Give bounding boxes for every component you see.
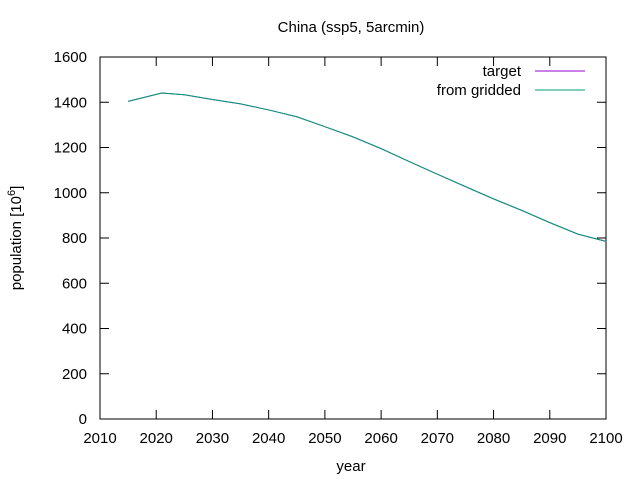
y-tick-label: 200 bbox=[62, 366, 87, 383]
y-axis-label: population [106] bbox=[6, 186, 25, 291]
plot-frame bbox=[99, 56, 607, 420]
y-tick-label: 1000 bbox=[54, 185, 87, 202]
x-tick-label: 2080 bbox=[477, 430, 510, 447]
x-axis-ticks: 2010 2020 2030 2040 2050 2060 2070 2080 2090 2100 bbox=[83, 57, 623, 447]
series-lines bbox=[127, 92, 607, 242]
x-tick-label: 2020 bbox=[140, 430, 173, 447]
y-tick-label: 400 bbox=[62, 321, 87, 338]
x-tick-label: 2060 bbox=[364, 430, 397, 447]
y-tick-label: 800 bbox=[62, 230, 87, 247]
x-axis-label: year bbox=[336, 458, 365, 475]
chart-title: China (ssp5, 5arcmin) bbox=[278, 19, 425, 36]
y-tick-label: 1600 bbox=[54, 49, 87, 66]
x-tick-label: 2090 bbox=[533, 430, 566, 447]
y-tick-label: 1200 bbox=[54, 140, 87, 157]
x-tick-label: 2010 bbox=[83, 430, 116, 447]
legend-label-from-gridded: from gridded bbox=[437, 82, 521, 99]
x-tick-label: 2040 bbox=[252, 430, 285, 447]
x-tick-label: 2030 bbox=[196, 430, 229, 447]
legend-label-target: target bbox=[483, 63, 522, 80]
y-axis-ticks: 0 200 400 600 800 1000 1200 1400 1600 bbox=[54, 49, 606, 428]
x-tick-label: 2050 bbox=[308, 430, 341, 447]
series-line-from-gridded bbox=[127, 92, 607, 242]
y-axis-label-close: ] bbox=[8, 186, 25, 190]
legend: target from gridded bbox=[437, 63, 585, 99]
x-tick-label: 2100 bbox=[589, 430, 622, 447]
series-line-target bbox=[127, 92, 607, 242]
y-axis-label-exponent: 6 bbox=[6, 190, 18, 196]
y-axis-label-main: population [10 bbox=[8, 196, 25, 290]
y-tick-label: 1400 bbox=[54, 94, 87, 111]
y-tick-label: 0 bbox=[79, 411, 87, 428]
x-tick-label: 2070 bbox=[421, 430, 454, 447]
y-tick-label: 600 bbox=[62, 275, 87, 292]
